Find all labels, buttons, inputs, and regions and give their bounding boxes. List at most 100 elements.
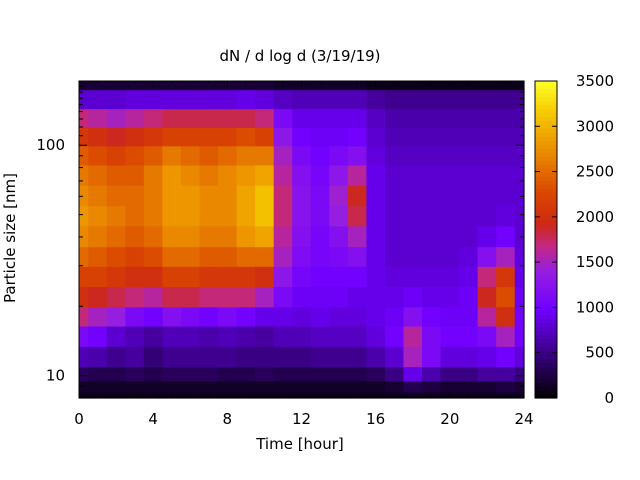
- heatmap-cell: [347, 246, 367, 267]
- heatmap-cell: [236, 306, 256, 327]
- heatmap-cell: [199, 325, 219, 347]
- heatmap-cell: [180, 366, 201, 382]
- heatmap-cell: [125, 89, 145, 110]
- heatmap-cell: [125, 246, 145, 267]
- heatmap-cell: [199, 306, 219, 327]
- heatmap-cell: [143, 205, 164, 227]
- colorbar-segment: [535, 362, 557, 367]
- heatmap-cell: [88, 346, 108, 368]
- heatmap-cell: [514, 185, 525, 207]
- heatmap-cell: [422, 286, 442, 308]
- heatmap-cell: [440, 346, 460, 368]
- heatmap-cell: [459, 145, 479, 166]
- heatmap-cell: [310, 325, 330, 347]
- heatmap-cell: [347, 306, 367, 327]
- heatmap-cell: [162, 380, 182, 393]
- heatmap-cell: [310, 266, 330, 288]
- heatmap-cell: [459, 108, 479, 128]
- heatmap-cell: [403, 164, 423, 186]
- heatmap-cell: [143, 145, 164, 166]
- heatmap-cell: [366, 89, 386, 110]
- heatmap-cell: [514, 89, 525, 110]
- colorbar-segment: [535, 338, 557, 344]
- heatmap-cell: [180, 286, 201, 308]
- heatmap-cell: [106, 246, 126, 267]
- heatmap-cell: [422, 306, 442, 327]
- colorbar-segment: [535, 132, 557, 138]
- heatmap-cell: [366, 346, 386, 368]
- heatmap-cell: [422, 380, 442, 393]
- heatmap-cell: [477, 127, 497, 147]
- heatmap-cell: [125, 266, 145, 288]
- heatmap-cell: [199, 246, 219, 267]
- heatmap-cell: [218, 366, 238, 382]
- heatmap-cell: [143, 246, 164, 267]
- heatmap-cell: [496, 325, 516, 347]
- colorbar-segment: [535, 84, 557, 90]
- heatmap-cell: [106, 127, 126, 147]
- heatmap-cell: [143, 380, 164, 393]
- heatmap-cell: [403, 266, 423, 288]
- heatmap-cell: [440, 246, 460, 267]
- colorbar-segment: [535, 168, 557, 173]
- colorbar-segment: [535, 306, 557, 312]
- heatmap-cell: [218, 286, 238, 308]
- heatmap-cell: [88, 164, 108, 186]
- heatmap-cell: [255, 225, 275, 248]
- heatmap-cell: [422, 346, 442, 368]
- colorbar-tick-label: 500: [585, 344, 614, 362]
- heatmap-cell: [218, 306, 238, 327]
- heatmap-cell: [255, 89, 275, 110]
- colorbar-segment: [535, 342, 557, 348]
- colorbar-segment: [535, 108, 557, 114]
- heatmap-cell: [199, 266, 219, 288]
- heatmap-cell: [329, 225, 349, 248]
- heatmap-cell: [199, 108, 219, 128]
- heatmap-cell: [514, 306, 525, 327]
- heatmap-cell: [255, 392, 275, 399]
- heatmap-cell: [199, 366, 219, 382]
- heatmap-cell: [496, 266, 516, 288]
- heatmap-cell: [79, 89, 89, 110]
- heatmap-cell: [366, 366, 386, 382]
- colorbar-segment: [535, 187, 557, 193]
- colorbar-segment: [535, 128, 557, 134]
- heatmap-cell: [459, 346, 479, 368]
- y-axis: 10 100: [36, 85, 524, 387]
- colorbar-segment: [535, 191, 557, 197]
- colorbar-segment: [535, 231, 557, 237]
- heatmap-cell: [329, 266, 349, 288]
- heatmap-cell: [292, 108, 312, 128]
- heatmap-cell: [125, 145, 145, 166]
- heatmap-cell: [125, 346, 145, 368]
- colorbar-segment: [535, 291, 557, 296]
- heatmap-cell: [310, 185, 330, 207]
- heatmap-cell: [162, 145, 182, 166]
- heatmap-cell: [125, 325, 145, 347]
- heatmap-cell: [106, 81, 126, 91]
- heatmap-cell: [125, 108, 145, 128]
- heatmap-cell: [403, 286, 423, 308]
- colorbar: [535, 81, 557, 399]
- heatmap-cell: [384, 145, 405, 166]
- colorbar-segment: [535, 298, 557, 304]
- heatmap-cell: [273, 185, 293, 207]
- colorbar-segment: [535, 184, 557, 189]
- heatmap-cell: [292, 127, 312, 147]
- heatmap-cell: [255, 81, 275, 91]
- x-tick-label: 4: [148, 410, 158, 428]
- heatmap-cell: [143, 108, 164, 128]
- heatmap-cell: [459, 81, 479, 91]
- heatmap-cell: [384, 346, 405, 368]
- heatmap-cell: [440, 145, 460, 166]
- colorbar-segment: [535, 104, 557, 110]
- colorbar-segment: [535, 259, 557, 264]
- colorbar-segment: [535, 302, 557, 308]
- heatmap-cell: [477, 392, 497, 399]
- heatmap-cell: [477, 325, 497, 347]
- heatmap-cell: [162, 366, 182, 382]
- heatmap-cell: [329, 185, 349, 207]
- heatmap-cell: [106, 145, 126, 166]
- heatmap-cell: [514, 325, 525, 347]
